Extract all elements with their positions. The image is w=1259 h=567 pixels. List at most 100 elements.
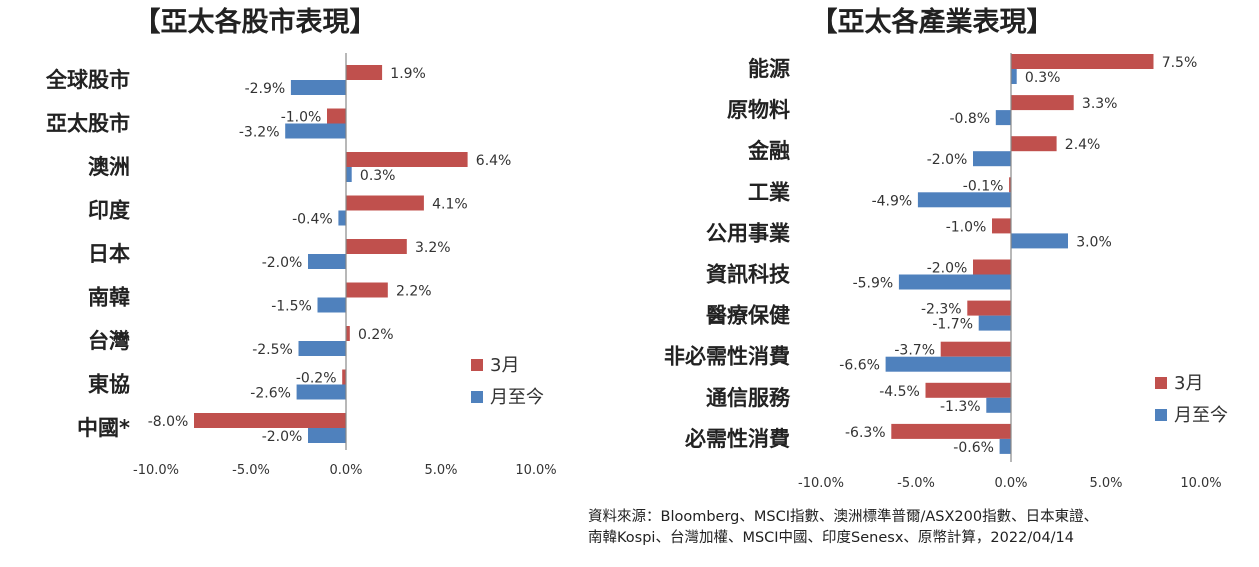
stock-bar-march	[346, 326, 350, 341]
stock-value-label: 0.3%	[360, 168, 396, 184]
stock-category-label: 東協	[88, 373, 130, 397]
sector-value-label: -6.6%	[839, 358, 880, 374]
stock-value-label: 1.9%	[390, 66, 426, 82]
stock-category-label: 台灣	[88, 329, 130, 353]
stock-bar-march	[346, 239, 407, 254]
sector-category-label: 公用事業	[706, 221, 791, 245]
stock-value-label: 2.2%	[396, 284, 432, 300]
sector-category-label: 醫療保健	[706, 304, 790, 328]
sector-bar-mtd	[1011, 233, 1068, 249]
stock-category-label: 中國*	[77, 416, 130, 440]
sector-bar-march	[925, 382, 1011, 398]
sector-bar-mtd	[898, 274, 1011, 290]
sector-category-label: 金融	[747, 139, 790, 163]
sector-value-label: -3.7%	[894, 343, 935, 359]
sector-bar-march	[1011, 136, 1057, 152]
stock-bar-march	[342, 369, 346, 385]
sector-bar-march	[1009, 177, 1011, 193]
sector-bar-march	[940, 341, 1011, 357]
sector-category-label: 工業	[748, 180, 791, 204]
sector-bar-mtd	[978, 315, 1011, 331]
stock-value-label: -0.4%	[292, 212, 333, 228]
chart-sectors: 【亞太各產業表現】能源 7.5% 0.3% 原物料 3.3% -0.8% 金融 2.4% -2.…	[664, 6, 1228, 491]
stock-category-label: 印度	[88, 199, 130, 223]
source-line-2: 南韓Kospi、台灣加權、MSCI中國、印度Senesx、原幣計算，2022/0…	[588, 530, 1075, 546]
sector-value-label: -1.0%	[946, 219, 987, 235]
sector-value-label: -0.6%	[953, 440, 994, 456]
stock-bar-march	[346, 152, 468, 167]
sector-bar-mtd	[995, 110, 1011, 126]
sector-chart-title: 【亞太各產業表現】	[811, 6, 1054, 38]
sector-legend-label: 3月	[1174, 373, 1203, 394]
stock-category-label: 澳洲	[88, 155, 130, 179]
sector-bar-march	[992, 218, 1011, 234]
sector-tick-label: -10.0%	[798, 476, 844, 491]
sector-category-label: 原物料	[727, 98, 790, 122]
sector-value-label: -2.3%	[921, 302, 962, 318]
stock-category-label: 亞太股市	[46, 112, 130, 136]
stock-category-label: 全球股市	[45, 68, 130, 92]
stock-chart-title: 【亞太各股市表現】	[134, 6, 377, 38]
stock-value-label: -2.0%	[262, 429, 303, 445]
sector-tick-label: -5.0%	[897, 476, 935, 491]
sector-value-label: 3.3%	[1082, 96, 1118, 112]
stock-value-label: -2.6%	[250, 386, 291, 402]
stock-bar-mtd	[308, 428, 346, 443]
sector-tick-label: 0.0%	[994, 476, 1027, 491]
stock-bar-mtd	[308, 254, 346, 269]
sector-bar-mtd	[917, 192, 1011, 208]
stock-tick-label: -5.0%	[232, 463, 270, 478]
sector-value-label: 7.5%	[1162, 55, 1198, 71]
stock-legend-swatch	[471, 359, 483, 371]
sector-category-label: 資訊科技	[706, 263, 791, 287]
source-line-1: 資料來源：Bloomberg、MSCI指數、澳洲標準普爾/ASX200指數、日本…	[588, 509, 1099, 525]
sector-legend-label: 月至今	[1174, 405, 1228, 426]
stock-tick-label: -10.0%	[133, 463, 179, 478]
sector-legend-swatch	[1155, 409, 1167, 421]
sector-value-label: -0.8%	[949, 111, 990, 127]
sector-bar-march	[1011, 54, 1154, 69]
sector-value-label: -4.5%	[879, 384, 920, 400]
stock-bar-mtd	[317, 297, 346, 313]
stock-bar-march	[346, 282, 388, 298]
stock-bar-mtd	[296, 384, 346, 400]
stock-bar-mtd	[346, 167, 352, 182]
sector-category-label: 非必需性消費	[664, 345, 790, 369]
stock-bar-mtd	[338, 210, 346, 226]
stock-bar-march	[346, 195, 424, 211]
sector-value-label: 3.0%	[1076, 234, 1112, 250]
stock-tick-label: 5.0%	[424, 463, 457, 478]
sector-bar-mtd	[885, 356, 1011, 372]
sector-value-label: -0.1%	[963, 178, 1004, 194]
stock-legend-label: 3月	[490, 355, 519, 376]
stock-value-label: -1.0%	[281, 110, 322, 126]
stock-value-label: -2.0%	[262, 255, 303, 271]
sector-bar-march	[891, 423, 1011, 439]
sector-value-label: -2.0%	[927, 152, 968, 168]
sector-value-label: -5.9%	[853, 276, 894, 292]
stock-bar-march	[346, 65, 383, 80]
sector-value-label: -6.3%	[845, 425, 886, 441]
sector-bar-march	[1011, 95, 1074, 111]
stock-legend-swatch	[471, 391, 483, 403]
sector-value-label: 0.3%	[1025, 70, 1061, 86]
stock-legend-label: 月至今	[490, 387, 544, 408]
stock-tick-label: 0.0%	[329, 463, 362, 478]
sector-value-label: 2.4%	[1065, 137, 1101, 153]
stock-bar-mtd	[290, 80, 346, 95]
sector-bar-mtd	[1011, 69, 1017, 84]
sector-bar-mtd	[999, 438, 1011, 454]
sector-category-label: 必需性消費	[685, 427, 790, 451]
sector-legend-swatch	[1155, 377, 1167, 389]
stock-value-label: 4.1%	[432, 197, 468, 213]
stock-value-label: -8.0%	[148, 414, 189, 430]
stock-value-label: 3.2%	[415, 240, 451, 256]
source-note: 資料來源：Bloomberg、MSCI指數、澳洲標準普爾/ASX200指數、日本…	[588, 507, 1248, 549]
stock-value-label: -1.5%	[271, 299, 312, 315]
sector-category-label: 通信服務	[706, 386, 791, 410]
stock-value-label: -2.5%	[252, 342, 293, 358]
sector-value-label: -2.0%	[927, 261, 968, 277]
sector-tick-label: 5.0%	[1089, 476, 1122, 491]
stock-bar-mtd	[298, 341, 346, 356]
sector-value-label: -1.7%	[932, 317, 973, 333]
